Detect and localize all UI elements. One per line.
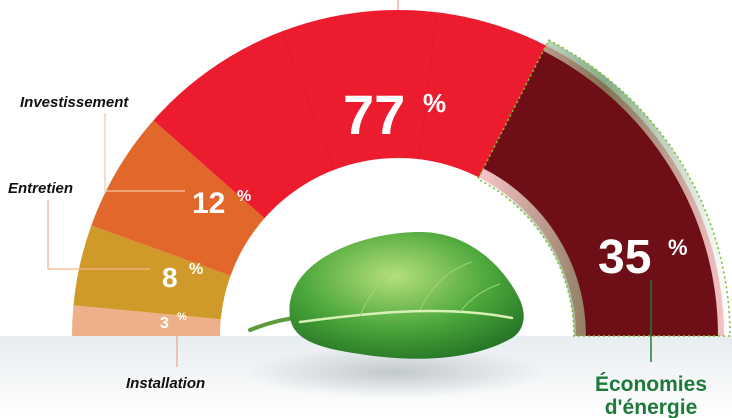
label-investissement: Investissement: [20, 94, 129, 111]
value-label-12: 12 %: [192, 187, 251, 220]
slice-entretien: [73, 225, 231, 320]
value-77-number: 77: [343, 83, 405, 146]
value-label-8: 8 %: [162, 261, 203, 293]
value-label-3: 3 %: [160, 311, 187, 332]
value-77-unit: %: [423, 88, 446, 118]
leader-entretien: [47, 200, 150, 270]
value-35-number: 35: [598, 231, 651, 284]
value-35-unit: %: [668, 235, 688, 260]
value-8-unit: %: [189, 261, 203, 278]
value-12-unit: %: [237, 188, 251, 205]
label-entretien: Entretien: [8, 180, 73, 197]
value-3-number: 3: [160, 315, 169, 332]
slice-investissement: [91, 120, 265, 276]
slice-divider: [418, 12, 438, 160]
leaf-icon: [245, 232, 545, 398]
label-installation: Installation: [126, 375, 205, 392]
value-3-unit: %: [177, 311, 187, 323]
slice-divider: [281, 31, 336, 170]
value-label-77: 77 %: [343, 83, 446, 146]
slice-installation: [72, 305, 221, 336]
value-8-number: 8: [162, 262, 178, 293]
leader-investissement: [104, 113, 185, 192]
value-label-35: 35 %: [598, 231, 688, 284]
label-economies-line1: Économies: [595, 373, 707, 396]
leader-lines: [47, 0, 652, 367]
label-economies-line2: d'énergie: [605, 396, 698, 418]
highlight-slice-economies: [483, 50, 718, 336]
value-12-number: 12: [192, 187, 225, 220]
